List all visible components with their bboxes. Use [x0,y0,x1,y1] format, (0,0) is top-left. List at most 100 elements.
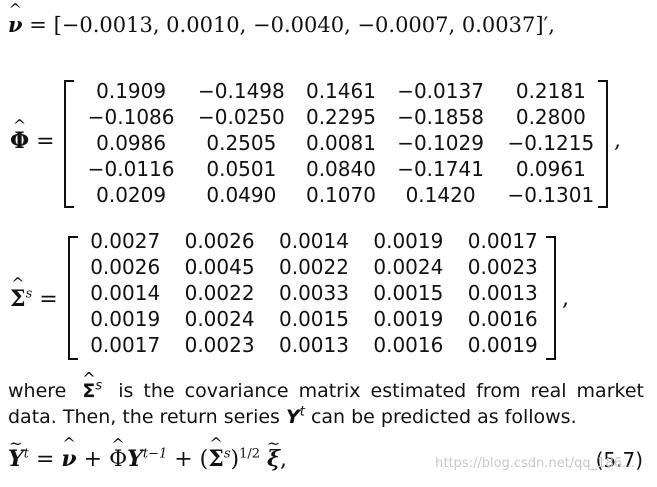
para-where: where [8,380,67,402]
eq-plus-1: + [83,447,103,472]
eq-lhs-y: Y [8,446,24,472]
matrix-cell: 0.1070 [305,183,376,207]
matrix-cell: −0.1858 [397,105,484,129]
matrix-cell: 0.0026 [90,255,161,279]
nu-hat-symbol: ν [8,12,23,37]
matrix-cell: 0.0986 [96,131,167,155]
matrix-cell: −0.1301 [507,183,595,207]
matrix-cell: 0.0027 [90,229,161,253]
para-sigma-symbol: Σ [82,378,95,404]
matrix-row: 0.0017 0.0023 0.0013 0.0016 0.0019 [78,332,550,358]
eq-close: ) [230,447,240,472]
matrix-cell: 0.0022 [184,281,255,305]
matrix-cell: 0.1461 [305,79,376,103]
matrix-row: 0.0027 0.0026 0.0014 0.0019 0.0017 [78,228,550,254]
matrix-row: 0.0209 0.0490 0.1070 0.1420 −0.1301 [76,182,606,208]
para-sigma: Σs [82,378,102,404]
sigma-hat-matrix: 0.0027 0.0026 0.0014 0.0019 0.0017 0.0026 0.00… [78,228,550,358]
matrix-cell: 0.0019 [90,307,161,331]
matrix-cell: 0.0017 [467,229,538,253]
matrix-cell: −0.1741 [397,157,484,181]
matrix-cell: 0.0019 [373,307,444,331]
phi-hat-symbol: Φ [10,128,29,154]
matrix-cell: −0.0116 [87,157,175,181]
matrix-cell: −0.1215 [507,131,595,155]
eq-half: 1/2 [239,446,261,462]
matrix-cell: 0.2800 [515,105,586,129]
eq-sigma-s: s [223,446,231,462]
matrix-cell: 0.0017 [90,333,161,357]
phi-hat-eq: = [36,129,55,154]
matrix-cell: 0.2181 [515,79,586,103]
matrix-row: −0.0116 0.0501 0.0840 −0.1741 0.0961 [76,156,606,182]
eq-comma: , [280,447,288,472]
matrix-cell: 0.0023 [467,255,538,279]
paragraph-line-2: data. Then, the return series Yt can be … [8,404,644,430]
eq-equals: = [35,447,55,472]
matrix-cell: 0.0022 [278,255,349,279]
matrix-cell: 0.0015 [373,281,444,305]
para-y: Y [286,406,300,428]
paragraph-line-1: where Σs is the covariance matrix estima… [8,378,644,404]
matrix-cell: 0.1420 [405,183,476,207]
matrix-cell: −0.0137 [397,79,484,103]
matrix-cell: 0.0081 [305,131,376,155]
eq-nu: ν [61,446,76,472]
matrix-cell: 0.2295 [305,105,376,129]
matrix-cell: 0.0490 [206,183,277,207]
matrix-cell: 0.0501 [206,157,277,181]
matrix-cell: 0.0045 [184,255,255,279]
sigma-hat-symbol: Σ [10,286,26,312]
para-line2b: can be predicted as follows. [310,406,577,428]
matrix-row: 0.0019 0.0024 0.0015 0.0019 0.0016 [78,306,550,332]
phi-trailing-comma: , [614,128,621,153]
para-line2a: data. Then, the return series [8,406,280,428]
matrix-cell: 0.0026 [184,229,255,253]
matrix-cell: 0.0013 [278,333,349,357]
para-rest1: is the covariance matrix estimated from … [118,380,644,402]
nu-hat-values: [−0.0013, 0.0010, −0.0040, −0.0007, 0.00… [53,13,555,37]
sigma-hat-label: Σs = [10,286,58,312]
matrix-cell: 0.0013 [467,281,538,305]
matrix-row: −0.1086 −0.0250 0.2295 −0.1858 0.2800 [76,104,606,130]
eq-xi: ξ [267,446,280,472]
matrix-cell: 0.0019 [467,333,538,357]
matrix-cell: −0.0250 [198,105,285,129]
matrix-cell: 0.0019 [373,229,444,253]
equation-5-7: Yt = ν + ΦYt−1 + (Σs)1/2 ξ, [8,446,287,472]
eq-y: Y [127,446,143,472]
para-t: t [299,404,305,420]
eq-t-minus-1: t−1 [142,446,168,462]
equation-number: (5.7) [595,448,643,472]
eq-phi: Φ [109,447,127,472]
matrix-cell: 0.0033 [278,281,349,305]
matrix-cell: 0.0016 [467,307,538,331]
eq-lhs-t: t [23,446,29,462]
matrix-row: 0.0026 0.0045 0.0022 0.0024 0.0023 [78,254,550,280]
matrix-cell: 0.0014 [278,229,349,253]
matrix-cell: 0.0209 [96,183,167,207]
matrix-cell: 0.0024 [373,255,444,279]
phi-hat-matrix: 0.1909 −0.1498 0.1461 −0.0137 0.2181 −0.1086−… [76,78,606,208]
matrix-cell: 0.1909 [96,79,167,103]
para-sigma-sup: s [95,378,103,394]
matrix-cell: −0.1086 [87,105,175,129]
matrix-cell: 0.0023 [184,333,255,357]
watermark: https://blog.csdn.net/qq_186… [435,456,635,471]
matrix-cell: 0.0024 [184,307,255,331]
matrix-row: 0.1909 −0.1498 0.1461 −0.0137 0.2181 [76,78,606,104]
eq-plus-2: + ( [174,447,209,472]
nu-hat-eq: = [29,13,47,37]
sigma-hat-eq: = [39,287,58,312]
matrix-cell: 0.0016 [373,333,444,357]
matrix-cell: −0.1498 [198,79,285,103]
eq-sigma: Σ [208,446,224,472]
phi-left-bracket [64,80,74,208]
phi-right-bracket [598,80,608,208]
matrix-cell: −0.1029 [397,131,484,155]
matrix-cell: 0.0961 [515,157,586,181]
sigma-left-bracket [68,236,78,360]
sigma-trailing-comma: , [562,286,569,311]
matrix-row: 0.0014 0.0022 0.0033 0.0015 0.0013 [78,280,550,306]
matrix-cell: 0.0014 [90,281,161,305]
